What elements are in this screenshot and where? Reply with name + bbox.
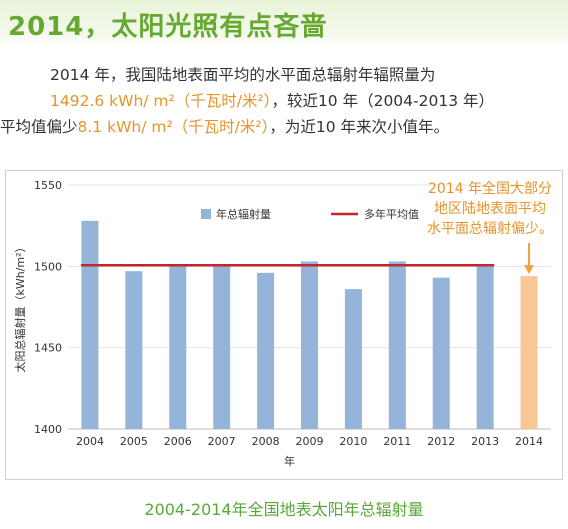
- annotation-text-line: 地区陆地表面平均: [434, 201, 546, 217]
- x-tick-label: 2012: [427, 435, 455, 448]
- annotation-text-line: 2014 年全国大部分: [428, 180, 552, 197]
- summary-line-3-start: 平均值偏少: [0, 118, 78, 136]
- x-tick-label: 2009: [296, 435, 324, 448]
- y-tick-label: 1450: [34, 342, 62, 355]
- x-tick-label: 2011: [383, 435, 411, 448]
- bar-2009: [301, 261, 318, 429]
- chart-container: 1400 1450 1500 1550 太阳总辐射量（kWh/m²） 2004 2005 20…: [5, 170, 563, 480]
- y-axis-title: 太阳总辐射量（kWh/m²）: [13, 241, 27, 372]
- bar-2004: [81, 220, 99, 429]
- summary-line-3-end: ，为近10 年来次小值年。: [269, 118, 450, 136]
- title-band: [0, 0, 568, 48]
- summary-line-1: 2014 年，我国陆地表面平均的水平面总辐射年辐照量为: [50, 66, 436, 84]
- x-tick-label: 2004: [76, 435, 104, 448]
- annotation-arrow-head: [524, 265, 535, 275]
- bar-2013: [476, 266, 494, 429]
- y-tick-label: 1400: [34, 423, 62, 436]
- bar-2008: [257, 272, 275, 429]
- bar-2011: [388, 261, 406, 429]
- bars: [81, 220, 538, 429]
- x-tick-label: 2005: [120, 435, 148, 448]
- x-tick-label: 2006: [164, 435, 192, 448]
- x-tick-label: 2007: [208, 435, 236, 448]
- summary-paragraph: 2014 年，我国陆地表面平均的水平面总辐射年辐照量为 1492.6 kWh/ …: [0, 62, 568, 140]
- radiation-value: 1492.6 kWh/ m²（千瓦时/米²）: [50, 92, 272, 110]
- legend-swatch-bar: [201, 209, 211, 219]
- legend-label-average: 多年平均值: [364, 207, 419, 221]
- x-tick-label: 2008: [252, 435, 280, 448]
- y-tick-label: 1500: [34, 260, 62, 273]
- summary-line-3: 平均值偏少8.1 kWh/ m²（千瓦时/米²），为近10 年来次小值年。: [0, 114, 568, 140]
- radiation-bar-chart: 1400 1450 1500 1550 太阳总辐射量（kWh/m²） 2004 2005 20…: [13, 179, 553, 468]
- bar-2010: [344, 289, 362, 429]
- bar-highlight-2014: [520, 276, 538, 429]
- page-title: 2014，太阳光照有点吝啬: [8, 12, 328, 42]
- summary-line-2-text: ，较近10 年（2004-2013 年）: [271, 92, 495, 110]
- axes: 1400 1450 1500 1550 太阳总辐射量（kWh/m²） 2004 2005 20…: [13, 179, 551, 468]
- bar-2012: [432, 277, 450, 429]
- chart-caption: 2004-2014年全国地表太阳年总辐射量: [144, 500, 424, 519]
- bar-2006: [169, 266, 187, 429]
- x-axis-title: 年: [284, 454, 295, 468]
- x-tick-label: 2014: [515, 435, 543, 448]
- bar-2005: [125, 271, 143, 429]
- x-tick-label: 2010: [339, 435, 367, 448]
- deficit-value: 8.1 kWh/ m²（千瓦时/米²）: [77, 118, 270, 136]
- summary-line-2: 1492.6 kWh/ m²（千瓦时/米²），较近10 年（2004-2013 …: [50, 88, 568, 114]
- annotation-text-line: 水平面总辐射偏少。: [427, 221, 553, 237]
- x-tick-label: 2013: [471, 435, 499, 448]
- bar-2007: [213, 266, 231, 429]
- y-tick-label: 1550: [34, 179, 62, 192]
- legend: 年总辐射量 多年平均值: [201, 207, 419, 221]
- legend-label-bar: 年总辐射量: [216, 207, 271, 221]
